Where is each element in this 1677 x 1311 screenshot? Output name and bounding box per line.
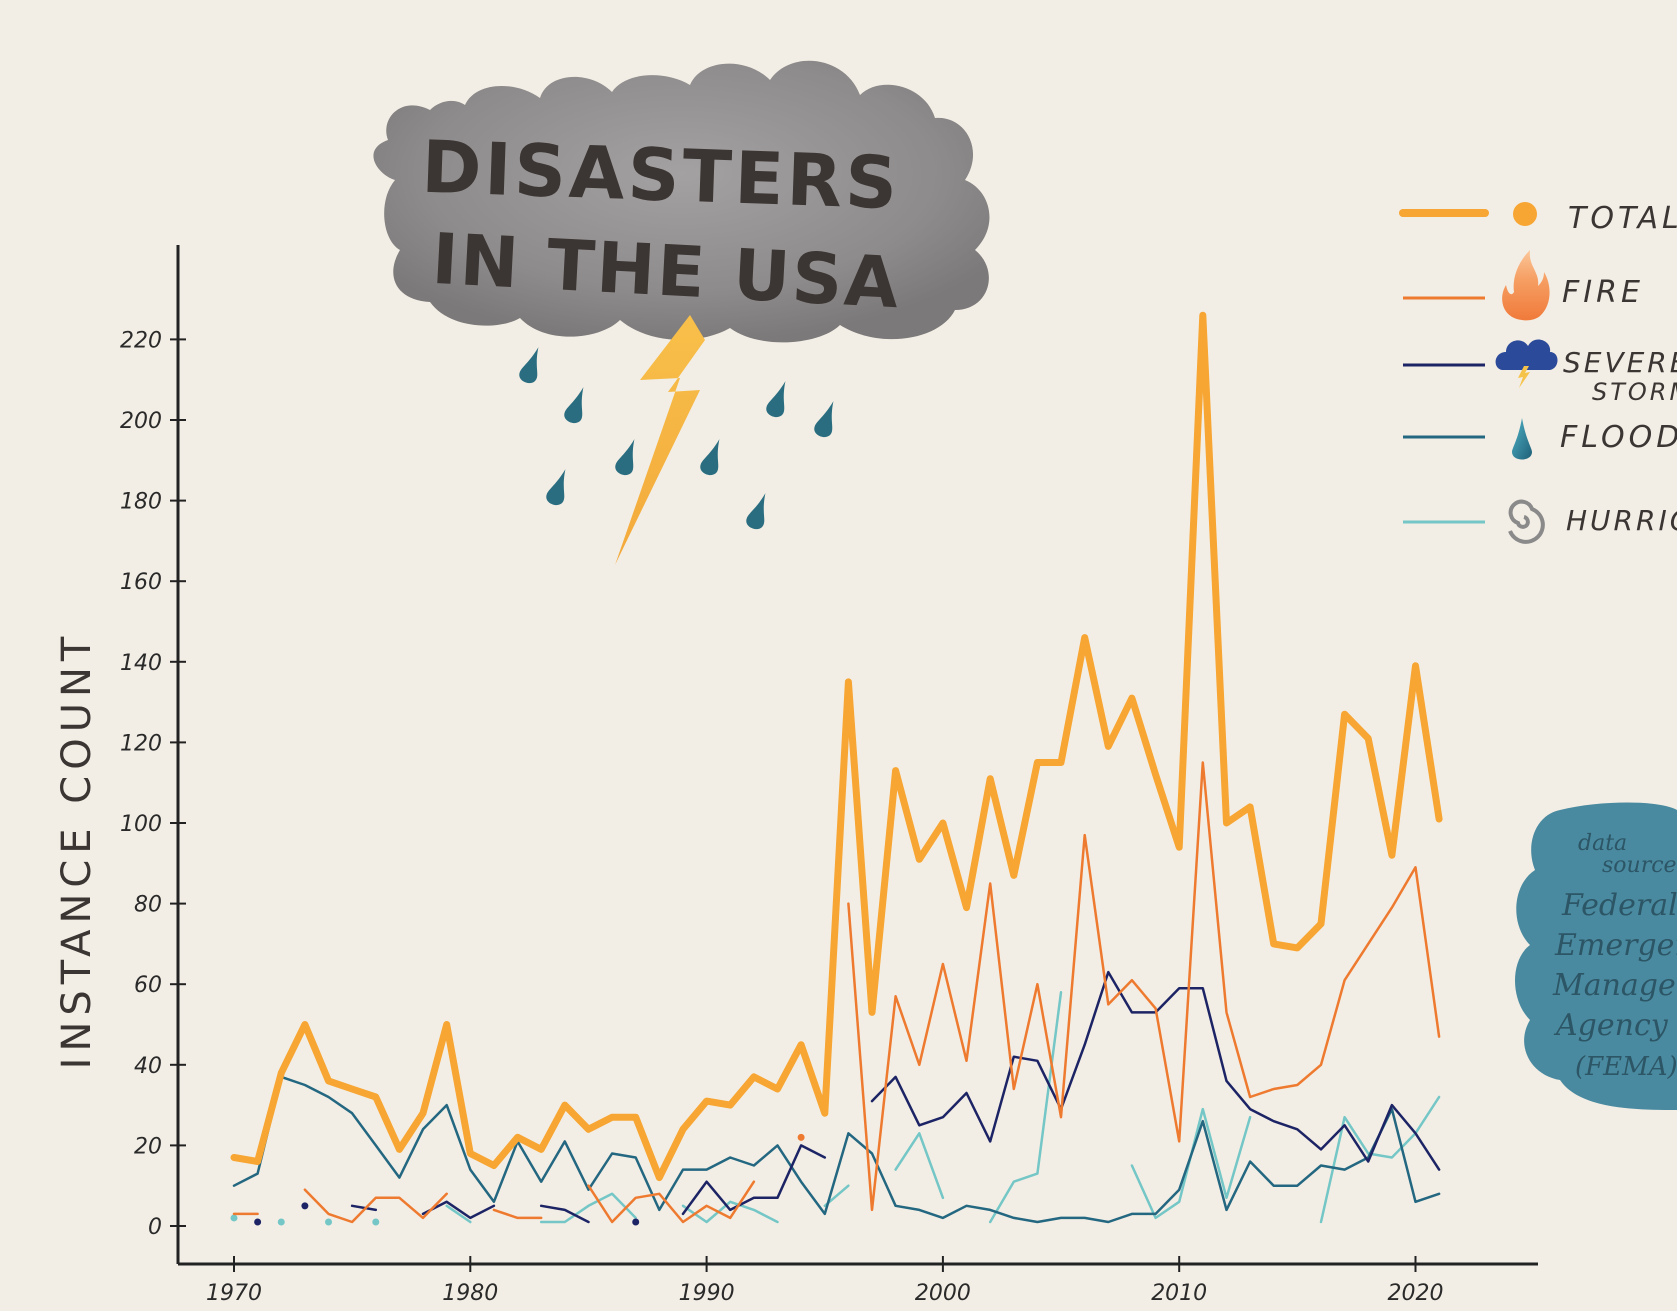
- y-tick-label: 0: [148, 1215, 162, 1240]
- y-tick-label: 120: [120, 731, 162, 756]
- legend-label-storm-line1: SEVERE: [1563, 346, 1677, 379]
- data-point-severe-storm: [301, 1202, 309, 1210]
- data-point-fire: [797, 1133, 805, 1141]
- rain-drop-icon: [700, 439, 720, 476]
- title-cloud: DISASTERS IN THE USA: [373, 60, 990, 343]
- data-point-hurricane: [372, 1218, 380, 1226]
- y-tick-label: 100: [120, 812, 162, 837]
- series-line-hurricane: [894, 1132, 945, 1200]
- series-line-flood: [232, 1075, 1441, 1224]
- source-line-1: data: [1578, 831, 1627, 856]
- data-point-hurricane: [325, 1218, 333, 1226]
- legend-item-flood: FLOOD: [1403, 418, 1677, 460]
- rain-drop-icon: [814, 401, 834, 438]
- y-tick-label: 220: [120, 328, 162, 353]
- series-line-severe-storm: [350, 1204, 378, 1212]
- series-line-total: [230, 311, 1443, 1182]
- source-line-3: Federal: [1561, 888, 1677, 923]
- axes: 0 20 40 60 80 100 120 140 160 180 200 220 1970 1980 1…: [120, 245, 1538, 1306]
- y-tick-label: 140: [120, 651, 162, 676]
- series-line-severe-storm: [539, 1204, 590, 1224]
- source-line-6: Agency: [1553, 1008, 1669, 1043]
- series-line-fire: [303, 1188, 448, 1224]
- rain-drop-icon: [546, 469, 566, 506]
- series-hurricane: [230, 991, 1441, 1226]
- series-flood: [232, 1075, 1441, 1224]
- y-tick-label: 160: [120, 570, 162, 595]
- data-point-hurricane: [230, 1214, 238, 1222]
- legend-label-hurricane: HURRICA: [1566, 504, 1677, 537]
- rain-drops: [519, 347, 834, 530]
- source-blob: [1515, 802, 1677, 1110]
- series-line-severe-storm: [870, 970, 1441, 1171]
- rain-drop-icon: [564, 387, 584, 424]
- series-line-hurricane: [1130, 1107, 1252, 1220]
- series-line-hurricane: [1319, 1095, 1441, 1224]
- y-axis-title: INSTANCE COUNT: [54, 631, 100, 1070]
- y-tick-label: 200: [120, 409, 162, 434]
- rain-drop-icon: [746, 493, 766, 530]
- series-total: [230, 311, 1443, 1182]
- fire-icon: [1502, 250, 1550, 321]
- legend-item-total: TOTAL: [1399, 201, 1677, 236]
- x-tick-label: 2010: [1151, 1281, 1207, 1306]
- y-tick-label: 180: [120, 490, 162, 515]
- rain-drop-icon: [519, 347, 539, 384]
- source-line-7: (FEMA): [1575, 1052, 1677, 1082]
- legend-item-hurricane: HURRICA: [1403, 499, 1677, 544]
- rain-drop-icon: [766, 381, 786, 418]
- series-line-fire: [492, 1208, 543, 1220]
- y-tick-label: 40: [134, 1054, 162, 1079]
- series-severe-storm: [254, 970, 1441, 1226]
- series-fire: [232, 761, 1441, 1224]
- series-line-fire: [587, 1180, 756, 1224]
- x-tick-label: 2000: [915, 1281, 971, 1306]
- legend-label-total: TOTAL: [1568, 201, 1677, 236]
- storm-cloud-icon: [1495, 339, 1558, 388]
- legend-label-flood: FLOOD: [1560, 420, 1677, 455]
- data-point-severe-storm: [632, 1218, 640, 1226]
- cloud-shape: [373, 60, 990, 343]
- series-layer: [230, 311, 1443, 1226]
- series-line-fire: [847, 761, 1441, 1212]
- legend: TOTAL FIRE SEVERE STORM FLOOD HUR: [1399, 201, 1677, 544]
- series-line-hurricane: [539, 1192, 637, 1224]
- series-line-severe-storm: [421, 1200, 496, 1220]
- legend-item-fire: FIRE: [1403, 250, 1644, 321]
- data-point-severe-storm: [254, 1218, 262, 1226]
- y-tick-label: 60: [134, 973, 162, 998]
- rain-drop-icon: [615, 439, 635, 476]
- data-source-note: data source Federal Emergen Managem Agen…: [1515, 802, 1677, 1110]
- lightning-bolt-icon: [615, 315, 705, 565]
- x-tick-label: 1970: [206, 1281, 262, 1306]
- source-line-4: Emergen: [1554, 928, 1677, 963]
- source-line-2: source: [1602, 853, 1677, 878]
- chart-title-line1: DISASTERS: [420, 125, 901, 226]
- x-tick-label: 2020: [1388, 1281, 1444, 1306]
- dot-icon: [1513, 202, 1537, 226]
- legend-label-fire: FIRE: [1562, 275, 1644, 310]
- series-line-hurricane: [681, 1200, 779, 1224]
- series-line-severe-storm: [681, 1144, 827, 1216]
- x-tick-label: 1980: [442, 1281, 498, 1306]
- y-tick-label: 80: [134, 893, 162, 918]
- x-tick-label: 1990: [679, 1281, 735, 1306]
- legend-label-storm-line2: STORM: [1592, 378, 1677, 406]
- series-line-hurricane: [445, 1204, 472, 1224]
- legend-item-severe-storm: SEVERE STORM: [1403, 339, 1677, 406]
- water-drop-icon: [1512, 418, 1532, 460]
- data-point-hurricane: [277, 1218, 285, 1226]
- y-tick-label: 20: [134, 1134, 162, 1159]
- source-line-5: Managem: [1552, 968, 1677, 1003]
- hurricane-icon: [1508, 499, 1545, 544]
